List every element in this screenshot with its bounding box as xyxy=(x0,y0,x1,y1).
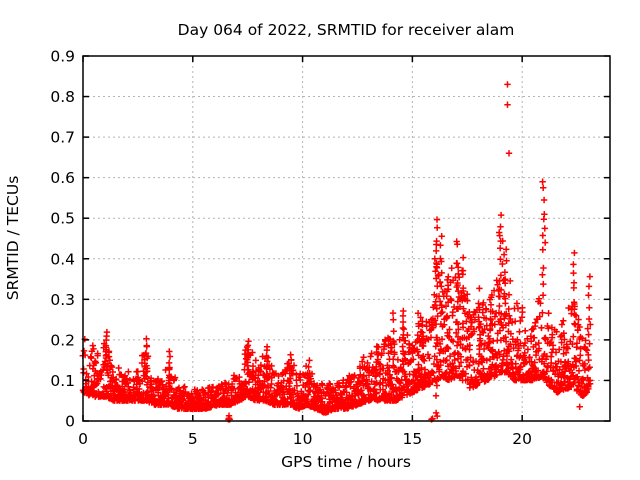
y-tick-label: 0.7 xyxy=(50,129,75,147)
scatter-points xyxy=(79,81,594,423)
y-tick-label: 0.8 xyxy=(50,88,75,106)
y-tick-label: 0.2 xyxy=(50,331,75,349)
y-tick-label: 0 xyxy=(65,413,75,431)
y-tick-label: 0.5 xyxy=(50,210,75,228)
plot-border xyxy=(82,55,611,422)
x-tick-label: 20 xyxy=(512,430,532,448)
y-tick-label: 0.1 xyxy=(50,372,75,390)
chart-title: Day 064 of 2022, SRMTID for receiver ala… xyxy=(178,21,515,39)
y-axis-label: SRMTID / TECUs xyxy=(4,176,22,301)
x-tick-label: 15 xyxy=(403,430,423,448)
y-tick-label: 0.6 xyxy=(50,169,75,187)
x-tick-label: 0 xyxy=(78,430,88,448)
scatter-points-layer xyxy=(79,81,594,423)
y-tick-label: 0.9 xyxy=(50,48,75,66)
x-tick-label: 10 xyxy=(293,430,313,448)
y-tick-label: 0.4 xyxy=(50,250,75,268)
x-tick-label: 5 xyxy=(188,430,198,448)
grid-lines xyxy=(83,56,610,421)
y-tick-label: 0.3 xyxy=(50,291,75,309)
tick-label-layer: 0 5 10 15 20 0 0.1 0.2 0.3 0.4 0.5 0.6 0.7 0.8 0.9 xyxy=(50,48,532,449)
x-axis-label: GPS time / hours xyxy=(281,453,411,471)
plot-frame-layer xyxy=(82,55,611,422)
